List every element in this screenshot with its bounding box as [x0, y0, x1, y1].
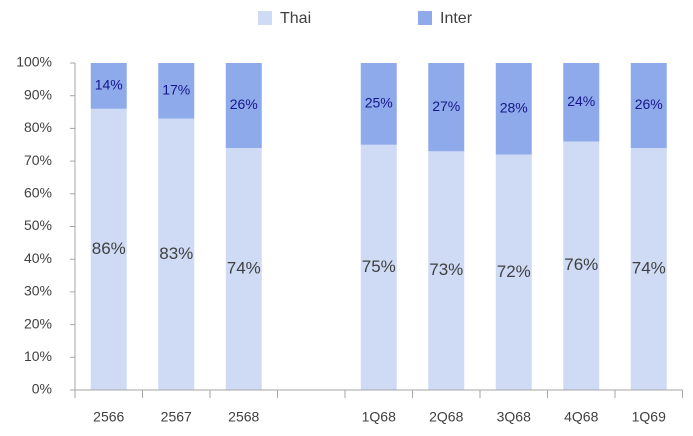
bar-segment [428, 63, 465, 152]
y-tick-label: 90% [24, 86, 52, 102]
x-tick-label: 2568 [228, 409, 259, 425]
bar-segment [225, 148, 262, 390]
bar-segment [90, 108, 127, 390]
x-tick-label: 1Q69 [632, 409, 666, 425]
x-tick-label: 2566 [93, 409, 124, 425]
legend-swatch [258, 11, 272, 25]
y-tick-label: 100% [16, 54, 52, 70]
data-label: 26% [635, 96, 663, 112]
data-label: 72% [497, 262, 531, 281]
bar-segment [360, 144, 397, 390]
y-tick-label: 50% [24, 217, 52, 233]
data-label: 24% [567, 93, 595, 109]
data-label: 73% [429, 260, 463, 279]
bar-segment [630, 63, 667, 149]
y-tick-label: 0% [32, 381, 52, 397]
y-tick-label: 10% [24, 348, 52, 364]
bar-segment [563, 63, 600, 142]
y-tick-label: 80% [24, 119, 52, 135]
x-tick-label: 4Q68 [564, 409, 598, 425]
y-tick-label: 20% [24, 315, 52, 331]
y-tick-label: 60% [24, 185, 52, 201]
bar-segment [495, 63, 532, 155]
bar-segment [225, 63, 262, 149]
bar-segment [158, 118, 195, 390]
legend-label: Inter [440, 10, 473, 27]
legend-swatch [418, 11, 432, 25]
bar-segment [495, 154, 532, 390]
data-label: 83% [159, 244, 193, 263]
y-tick-label: 40% [24, 250, 52, 266]
legend-label: Thai [280, 10, 311, 27]
data-label: 25% [365, 95, 393, 111]
data-label: 76% [564, 255, 598, 274]
y-tick-label: 70% [24, 152, 52, 168]
y-tick-label: 30% [24, 283, 52, 299]
bar-segment [90, 63, 127, 109]
data-label: 86% [92, 239, 126, 258]
bar-segment [563, 141, 600, 390]
data-label: 17% [162, 81, 190, 97]
bar-segment [158, 63, 195, 119]
bar-segment [360, 63, 397, 145]
data-label: 75% [362, 257, 396, 276]
x-tick-label: 1Q68 [362, 409, 396, 425]
x-tick-label: 3Q68 [497, 409, 531, 425]
data-label: 26% [230, 96, 258, 112]
x-tick-label: 2567 [161, 409, 192, 425]
data-label: 27% [432, 98, 460, 114]
data-label: 28% [500, 99, 528, 115]
x-tick-label: 2Q68 [429, 409, 463, 425]
data-label: 14% [95, 77, 123, 93]
bar-segment [428, 151, 465, 390]
data-label: 74% [632, 258, 666, 277]
data-label: 74% [227, 258, 261, 277]
bar-segment [630, 148, 667, 390]
